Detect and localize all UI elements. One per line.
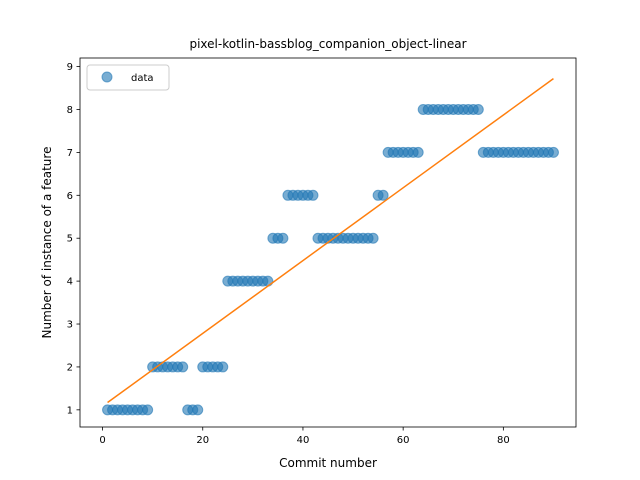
- data-point: [142, 404, 154, 416]
- y-tick-label: 4: [67, 277, 73, 288]
- y-axis-label: Number of instance of a feature: [40, 147, 54, 339]
- y-tick-label: 6: [67, 191, 73, 202]
- y-tick-label: 1: [67, 405, 73, 416]
- data-point: [262, 275, 274, 287]
- fit-line: [107, 77, 554, 404]
- x-tick-label: 20: [196, 435, 209, 446]
- y-tick-label: 2: [67, 362, 73, 373]
- data-point: [547, 146, 559, 158]
- y-tick-label: 8: [67, 105, 73, 116]
- data-point: [367, 232, 379, 244]
- data-point: [377, 189, 389, 201]
- legend-box: [86, 64, 170, 91]
- y-tick-label: 7: [67, 148, 73, 159]
- chart-title: pixel-kotlin-bassblog_companion_object-l…: [189, 37, 466, 51]
- data-point: [217, 361, 229, 373]
- legend-label: data: [131, 73, 154, 84]
- y-tick-label: 3: [67, 320, 73, 331]
- data-point: [277, 232, 289, 244]
- data-point: [307, 189, 319, 201]
- x-axis-label: Commit number: [279, 456, 377, 470]
- legend-marker: [101, 71, 113, 83]
- x-tick-label: 60: [397, 435, 410, 446]
- plot-area: [102, 77, 559, 416]
- data-point: [412, 146, 424, 158]
- axis-ticks: 0 20 40 60 80 1 2 3 4 5 6 7 8 9: [67, 62, 510, 446]
- x-tick-label: 0: [99, 435, 105, 446]
- legend: data: [86, 64, 170, 91]
- y-tick-label: 9: [67, 62, 73, 73]
- x-tick-label: 40: [297, 435, 310, 446]
- axes-frame: [79, 57, 577, 428]
- y-tick-label: 5: [67, 234, 73, 245]
- data-point: [472, 103, 484, 115]
- data-point: [192, 404, 204, 416]
- data-point: [177, 361, 189, 373]
- x-tick-label: 80: [497, 435, 510, 446]
